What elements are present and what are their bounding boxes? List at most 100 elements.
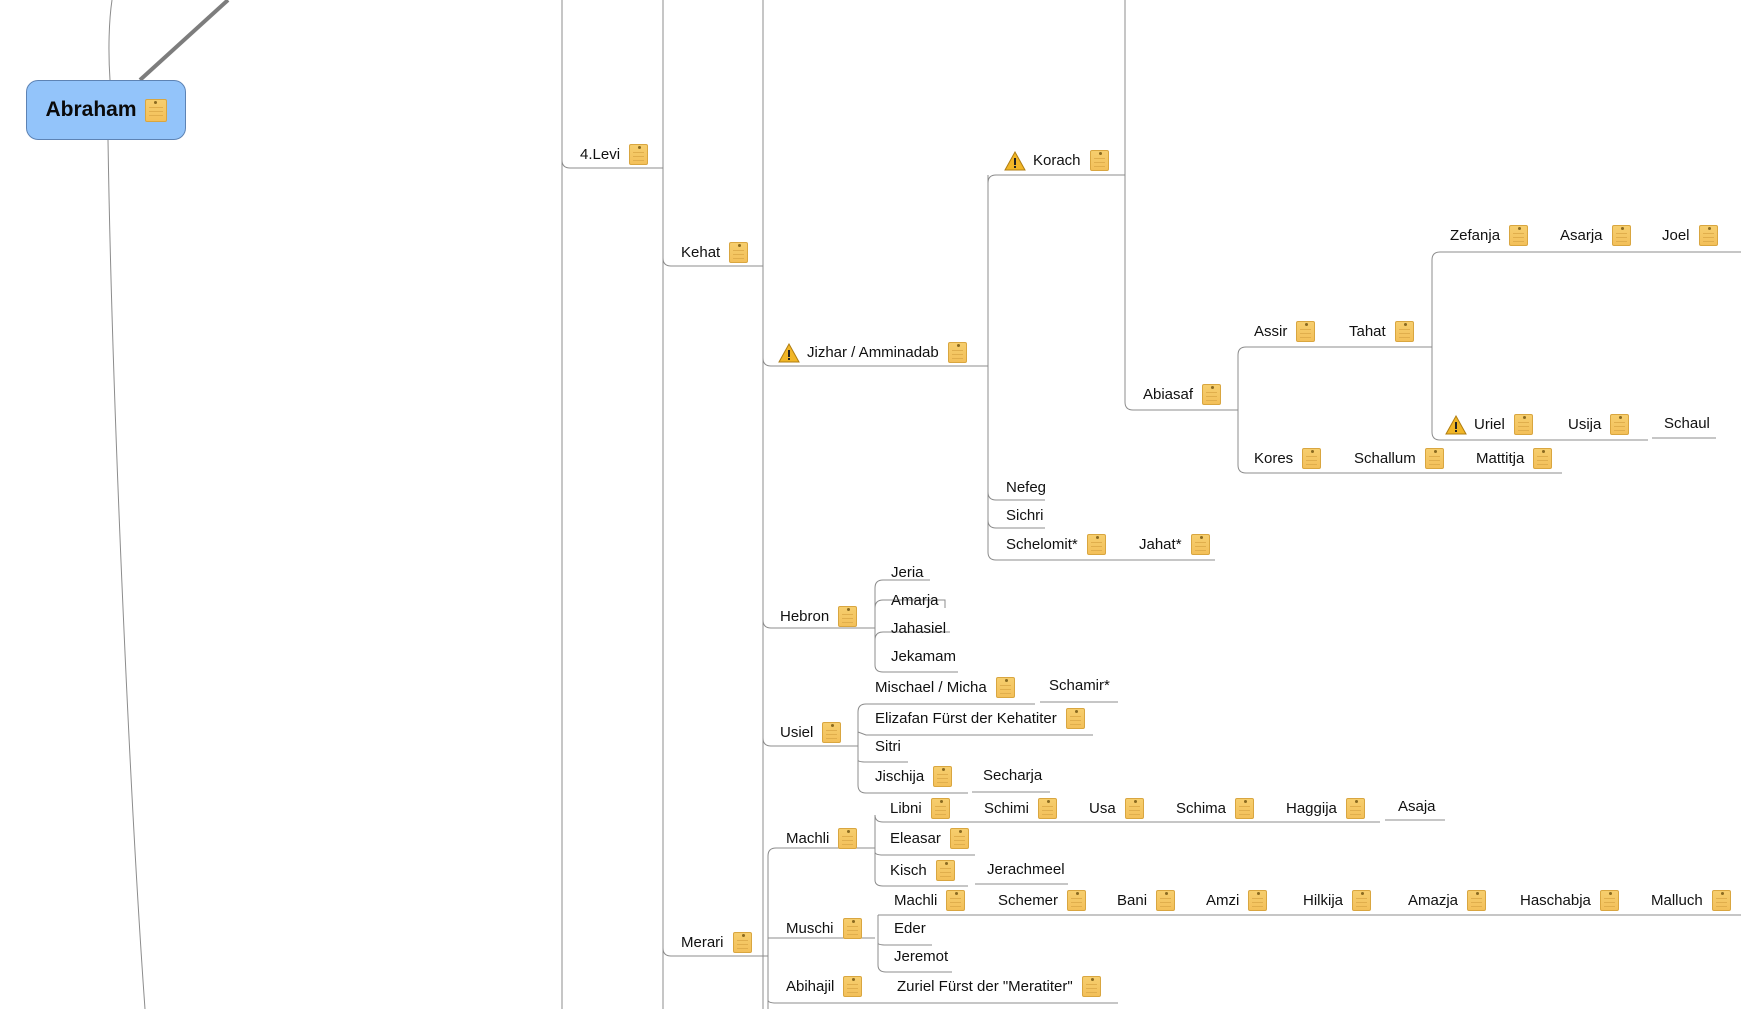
note-icon[interactable] <box>1156 890 1176 911</box>
node-elizafan[interactable]: Elizafan Fürst der Kehatiter <box>873 708 1085 729</box>
node-usiel[interactable]: Usiel <box>778 722 842 743</box>
node-schelomit[interactable]: Schelomit* <box>1004 534 1106 555</box>
node-schemer[interactable]: Schemer <box>996 890 1087 911</box>
note-icon[interactable] <box>1345 798 1365 819</box>
root-node-abraham[interactable]: Abraham <box>26 80 186 140</box>
note-icon[interactable] <box>1509 225 1529 246</box>
note-icon[interactable] <box>1089 150 1109 171</box>
note-icon[interactable] <box>933 766 953 787</box>
note-icon[interactable] <box>1190 534 1210 555</box>
node-machli[interactable]: Machli <box>784 828 858 849</box>
node-schima[interactable]: Schima <box>1174 798 1255 819</box>
node-merari[interactable]: Merari <box>679 932 752 953</box>
note-icon[interactable] <box>1352 890 1372 911</box>
note-icon[interactable] <box>1081 976 1101 997</box>
node-joel[interactable]: Joel <box>1660 225 1718 246</box>
node-eleasar[interactable]: Eleasar <box>888 828 969 849</box>
node-eder[interactable]: Eder <box>892 919 928 939</box>
note-icon[interactable] <box>947 342 967 363</box>
node-asarja[interactable]: Asarja <box>1558 225 1631 246</box>
node-jischija[interactable]: Jischija <box>873 766 953 787</box>
node-zuriel[interactable]: Zuriel Fürst der "Meratiter" <box>895 976 1101 997</box>
node-zefanja[interactable]: Zefanja <box>1448 225 1529 246</box>
note-icon[interactable] <box>949 828 969 849</box>
note-icon[interactable] <box>995 677 1015 698</box>
node-jeria[interactable]: Jeria <box>889 563 926 583</box>
note-icon[interactable] <box>1611 225 1631 246</box>
note-icon[interactable] <box>729 242 749 263</box>
node-levi[interactable]: 4.Levi <box>578 144 649 165</box>
node-abiasaf[interactable]: Abiasaf <box>1141 384 1222 405</box>
node-jahasiel[interactable]: Jahasiel <box>889 619 948 639</box>
note-icon[interactable] <box>1086 534 1106 555</box>
note-icon[interactable] <box>1202 384 1222 405</box>
note-icon[interactable] <box>1248 890 1268 911</box>
note-icon[interactable] <box>843 976 863 997</box>
note-icon[interactable] <box>1065 708 1085 729</box>
note-icon[interactable] <box>1610 414 1630 435</box>
node-haggija[interactable]: Haggija <box>1284 798 1365 819</box>
node-hilkija[interactable]: Hilkija <box>1301 890 1372 911</box>
note-icon[interactable] <box>946 890 966 911</box>
node-usa[interactable]: Usa <box>1087 798 1144 819</box>
note-icon[interactable] <box>1599 890 1619 911</box>
node-kehat[interactable]: Kehat <box>679 242 749 263</box>
node-machli-2[interactable]: Machli <box>892 890 966 911</box>
node-jahat[interactable]: Jahat* <box>1137 534 1210 555</box>
node-hebron[interactable]: Hebron <box>778 606 858 627</box>
note-icon[interactable] <box>1038 798 1058 819</box>
node-uriel[interactable]: Uriel <box>1445 414 1533 435</box>
note-icon[interactable] <box>629 144 649 165</box>
note-icon[interactable] <box>1711 890 1731 911</box>
node-haschabja[interactable]: Haschabja <box>1518 890 1619 911</box>
node-asaja[interactable]: Asaja <box>1396 797 1438 817</box>
node-sitri[interactable]: Sitri <box>873 737 903 757</box>
note-icon[interactable] <box>1467 890 1487 911</box>
note-icon[interactable] <box>930 798 950 819</box>
node-tahat[interactable]: Tahat <box>1347 321 1414 342</box>
node-usija[interactable]: Usija <box>1566 414 1630 435</box>
node-schaul[interactable]: Schaul <box>1662 414 1712 434</box>
node-mattitja[interactable]: Mattitja <box>1474 448 1553 469</box>
node-korach[interactable]: Korach <box>1004 150 1109 171</box>
note-icon[interactable] <box>1124 798 1144 819</box>
note-icon[interactable] <box>838 828 858 849</box>
node-jekamam[interactable]: Jekamam <box>889 647 958 667</box>
note-icon[interactable] <box>732 932 752 953</box>
node-bani[interactable]: Bani <box>1115 890 1176 911</box>
node-secharja[interactable]: Secharja <box>981 766 1044 786</box>
node-jerachmeel[interactable]: Jerachmeel <box>985 860 1067 880</box>
node-kores[interactable]: Kores <box>1252 448 1322 469</box>
node-schimi[interactable]: Schimi <box>982 798 1058 819</box>
node-amzi[interactable]: Amzi <box>1204 890 1268 911</box>
note-icon[interactable] <box>1424 448 1444 469</box>
note-icon[interactable] <box>935 860 955 881</box>
note-icon[interactable] <box>838 606 858 627</box>
node-malluch[interactable]: Malluch <box>1649 890 1731 911</box>
note-icon[interactable] <box>842 918 862 939</box>
node-muschi[interactable]: Muschi <box>784 918 862 939</box>
node-sichri[interactable]: Sichri <box>1004 506 1046 526</box>
note-icon[interactable] <box>1698 225 1718 246</box>
note-icon[interactable] <box>822 722 842 743</box>
node-mischael[interactable]: Mischael / Micha <box>873 677 1015 698</box>
note-icon[interactable] <box>1235 798 1255 819</box>
node-jeremot[interactable]: Jeremot <box>892 947 950 967</box>
node-assir[interactable]: Assir <box>1252 321 1316 342</box>
node-schamir[interactable]: Schamir* <box>1047 676 1112 696</box>
note-icon[interactable] <box>1513 414 1533 435</box>
node-schallum[interactable]: Schallum <box>1352 448 1444 469</box>
node-jizhar[interactable]: Jizhar / Amminadab <box>778 342 967 363</box>
note-icon[interactable] <box>1302 448 1322 469</box>
node-libni[interactable]: Libni <box>888 798 950 819</box>
note-icon[interactable] <box>1394 321 1414 342</box>
node-amazja[interactable]: Amazja <box>1406 890 1487 911</box>
node-kisch[interactable]: Kisch <box>888 860 955 881</box>
note-icon[interactable] <box>1533 448 1553 469</box>
note-icon[interactable] <box>1067 890 1087 911</box>
node-nefeg[interactable]: Nefeg <box>1004 478 1048 498</box>
note-icon[interactable] <box>1296 321 1316 342</box>
node-abihajil[interactable]: Abihajil <box>784 976 863 997</box>
note-icon[interactable] <box>144 98 167 122</box>
node-amarja[interactable]: Amarja <box>889 591 941 611</box>
